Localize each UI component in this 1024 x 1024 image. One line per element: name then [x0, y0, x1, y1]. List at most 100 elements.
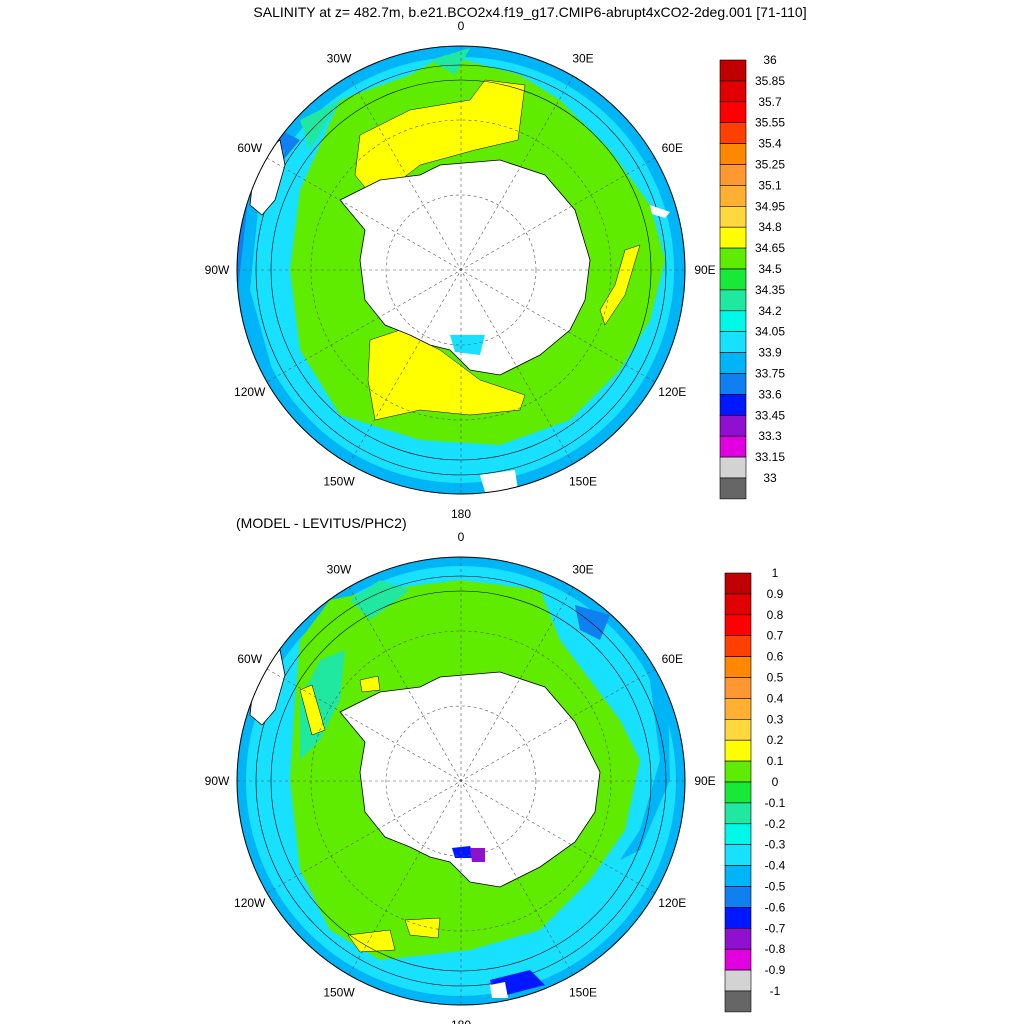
- colorbar-label: 35.1: [758, 178, 782, 192]
- colorbar-label: 0.3: [767, 712, 784, 726]
- colorbar-label: 35.55: [755, 116, 785, 130]
- colorbar-box: [719, 185, 747, 207]
- colorbar-box: [724, 635, 752, 657]
- colorbar-box: [719, 268, 747, 291]
- colorbar-box: [719, 59, 747, 82]
- longitude-label: 60W: [237, 141, 262, 155]
- longitude-label: 150W: [323, 985, 355, 999]
- colorbar-label: -0.7: [765, 921, 786, 935]
- colorbar-box: [719, 394, 747, 416]
- colorbar-label: 0.1: [767, 754, 784, 768]
- colorbar-label: 35.4: [758, 137, 782, 151]
- colorbar-label: 33: [763, 471, 777, 485]
- colorbar-label: 35.7: [758, 95, 782, 109]
- longitude-labels-bottom: 0 30E 60E 90E 120E 150E 180 150W 120W 90W 60W 30W: [205, 530, 716, 1024]
- colorbar-box: [719, 247, 747, 270]
- colorbar-box: [719, 80, 747, 103]
- colorbar-box: [719, 226, 747, 249]
- colorbar-label: 35.85: [755, 74, 785, 88]
- colorbar-box: [724, 802, 752, 825]
- colorbar-label: 34.05: [755, 325, 785, 339]
- longitude-label: 0: [458, 19, 465, 33]
- colorbar-box: [719, 206, 747, 228]
- longitude-label: 0: [458, 530, 465, 544]
- longitude-label: 60E: [662, 652, 683, 666]
- colorbar-label: 0.8: [767, 608, 784, 622]
- longitude-label: 60W: [237, 652, 262, 666]
- longitude-label: 120W: [234, 896, 266, 910]
- colorbar-label: 33.3: [758, 429, 782, 443]
- colorbar-label: 34.8: [758, 220, 782, 234]
- colorbar-label: 0.2: [767, 733, 784, 747]
- colorbar-box: [719, 456, 747, 479]
- colorbar-box: [724, 907, 752, 929]
- longitude-label: 120W: [234, 385, 266, 399]
- colorbar-box: [719, 164, 747, 186]
- longitude-label: 150E: [569, 985, 597, 999]
- colorbar-label: 34.65: [755, 241, 785, 255]
- difference-panel-title: (MODEL - LEVITUS/PHC2): [236, 515, 407, 531]
- colorbar-label: 0.4: [767, 691, 784, 705]
- colorbar-label: -0.9: [765, 963, 786, 977]
- colorbar-label: 1: [772, 566, 779, 580]
- colorbar-label: 35.25: [755, 158, 785, 172]
- colorbar-box: [719, 435, 747, 458]
- longitude-label: 90E: [694, 774, 715, 788]
- colorbar-box: [719, 414, 747, 437]
- colorbar-box: [724, 865, 752, 887]
- difference-colorbar: 1 0.9 0.8 0.7 0.6 0.5 0.4 0.3 0.2 0.1 0 -0.1 -0.2 -0.…: [724, 566, 786, 1013]
- colorbar-box: [724, 614, 752, 636]
- colorbar-label: 33.75: [755, 367, 785, 381]
- colorbar-box: [719, 477, 747, 500]
- colorbar-label: 0.6: [767, 650, 784, 664]
- longitude-labels-top: 0 30E 60E 90E 120E 150E 180 150W 120W 90W 60W 30W: [205, 19, 716, 521]
- colorbar-label: -1: [770, 984, 781, 998]
- colorbar-box: [724, 886, 752, 908]
- colorbar-box: [719, 352, 747, 374]
- colorbar-box: [724, 760, 752, 783]
- colorbar-box: [724, 698, 752, 720]
- colorbar-box: [719, 101, 747, 124]
- longitude-label: 30W: [327, 52, 352, 66]
- colorbar-label: 34.95: [755, 199, 785, 213]
- colorbar-label: 34.2: [758, 304, 782, 318]
- colorbar-label: -0.3: [765, 838, 786, 852]
- colorbar-box: [719, 373, 747, 395]
- longitude-label: 30W: [327, 563, 352, 577]
- longitude-label: 90E: [694, 263, 715, 277]
- colorbar-box: [724, 677, 752, 699]
- colorbar-box: [724, 927, 752, 950]
- longitude-label: 90W: [205, 774, 230, 788]
- colorbar-label: -0.6: [765, 900, 786, 914]
- longitude-label: 150W: [323, 474, 355, 488]
- salinity-colorbar: 36 35.85 35.7 35.55 35.4 35.25 35.1 34.95 34.8 34…: [719, 53, 785, 500]
- colorbar-box: [724, 781, 752, 804]
- salinity-map: [236, 45, 686, 495]
- antarctica-land: [339, 159, 591, 376]
- colorbar-box: [724, 593, 752, 616]
- colorbar-box: [724, 718, 752, 741]
- colorbar-label: 0.5: [767, 671, 784, 685]
- colorbar-box: [719, 143, 747, 165]
- colorbar-box: [724, 990, 752, 1013]
- colorbar-label: 33.15: [755, 450, 785, 464]
- colorbar-label: 36: [763, 53, 777, 67]
- longitude-label: 120E: [658, 896, 686, 910]
- colorbar-box: [719, 289, 747, 312]
- salinity-high-patch-indian: [599, 244, 641, 326]
- colorbar-label: -0.8: [765, 942, 786, 956]
- colorbar-label: 0.7: [767, 629, 784, 643]
- colorbar-box: [719, 331, 747, 353]
- longitude-label: 180: [451, 507, 471, 521]
- colorbar-box: [719, 310, 747, 332]
- figure-title: SALINITY at z= 482.7m, b.e21.BCO2x4.f19_…: [253, 4, 806, 20]
- colorbar-label: 0.9: [767, 587, 784, 601]
- colorbar-label: 33.6: [758, 387, 782, 401]
- colorbar-label: 33.45: [755, 408, 785, 422]
- antarctica-land: [339, 671, 601, 888]
- colorbar-label: 0: [772, 775, 779, 789]
- colorbar-label: -0.5: [765, 880, 786, 894]
- longitude-label: 150E: [569, 474, 597, 488]
- colorbar-box: [724, 844, 752, 866]
